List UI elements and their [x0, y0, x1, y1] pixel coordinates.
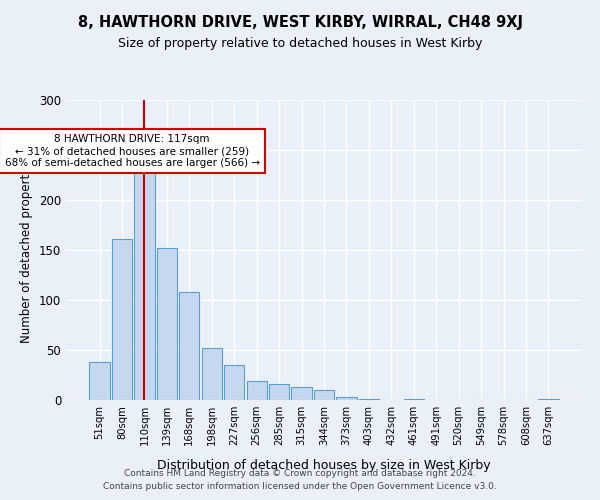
- Bar: [224, 365, 244, 400]
- Bar: [359, 399, 379, 400]
- Bar: [202, 348, 222, 400]
- Bar: [538, 399, 559, 400]
- Bar: [314, 390, 334, 400]
- X-axis label: Distribution of detached houses by size in West Kirby: Distribution of detached houses by size …: [157, 459, 491, 472]
- Bar: [247, 381, 267, 400]
- Bar: [337, 397, 356, 400]
- Bar: [89, 362, 110, 400]
- Y-axis label: Number of detached properties: Number of detached properties: [20, 157, 34, 343]
- Bar: [112, 239, 132, 400]
- Text: 8, HAWTHORN DRIVE, WEST KIRBY, WIRRAL, CH48 9XJ: 8, HAWTHORN DRIVE, WEST KIRBY, WIRRAL, C…: [77, 15, 523, 30]
- Bar: [134, 163, 155, 400]
- Text: Contains HM Land Registry data © Crown copyright and database right 2024.: Contains HM Land Registry data © Crown c…: [124, 468, 476, 477]
- Bar: [179, 292, 199, 400]
- Text: Size of property relative to detached houses in West Kirby: Size of property relative to detached ho…: [118, 38, 482, 51]
- Bar: [292, 387, 311, 400]
- Bar: [157, 248, 177, 400]
- Text: 8 HAWTHORN DRIVE: 117sqm
← 31% of detached houses are smaller (259)
68% of semi-: 8 HAWTHORN DRIVE: 117sqm ← 31% of detach…: [5, 134, 260, 168]
- Text: Contains public sector information licensed under the Open Government Licence v3: Contains public sector information licen…: [103, 482, 497, 491]
- Bar: [404, 399, 424, 400]
- Bar: [269, 384, 289, 400]
